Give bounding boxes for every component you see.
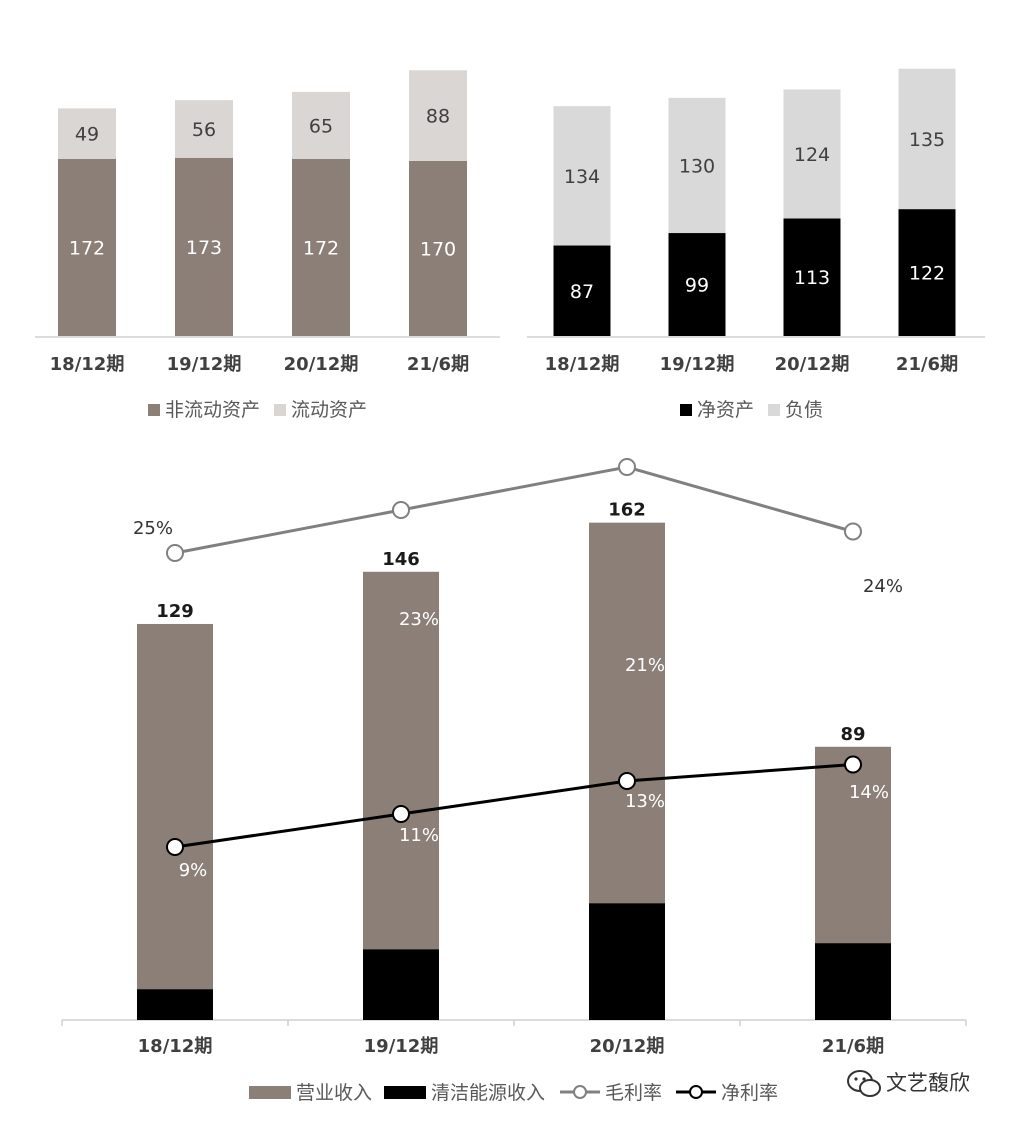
bar-净资产-3 [898,209,956,336]
legend-marker [573,1085,587,1099]
gross-margin-label: 23% [399,609,439,630]
net-margin-label: 13% [625,791,665,812]
legend-swatch [768,404,780,416]
bar-流动资产-1 [175,100,233,158]
tick-label: 20/12期 [775,354,850,375]
data-label: 124 [794,144,830,166]
tick-label: 18/12期 [138,1036,213,1057]
data-label: 134 [564,166,600,188]
net-margin-point [166,838,184,856]
watermark: 文艺馥欣 [847,1070,970,1097]
legend-entry: 净资产 [697,399,754,421]
bar-净资产-1 [668,233,726,336]
bar-净资产-0 [553,245,611,336]
legend-swatch [274,404,286,416]
bar-clean-energy-1 [363,949,439,1020]
legend-marker [689,1085,703,1099]
bar-revenue-1 [363,571,439,1020]
bar-非流动资产-0 [58,158,116,336]
bar-负债-0 [553,106,611,246]
legend-entry: 非流动资产 [165,399,260,421]
data-label: 65 [309,115,333,137]
bar-流动资产-0 [58,108,116,159]
net-margin-label: 11% [399,825,439,846]
legend-entry: 流动资产 [291,399,367,421]
data-label: 113 [794,267,830,289]
data-label: 172 [303,237,339,259]
bar-负债-1 [668,97,726,234]
gross-margin-label: 25% [133,518,173,539]
gross-margin-point [618,458,636,476]
bar-流动资产-2 [292,91,350,159]
data-label: 122 [909,263,945,285]
total-label: 89 [840,724,865,745]
net-margin-point [618,772,636,790]
net-margin-point [844,755,862,774]
total-label: 129 [156,601,194,622]
gross-margin-point [844,522,862,541]
legend-swatch [384,1086,426,1099]
bar-非流动资产-1 [175,157,233,336]
tick-label: 19/12期 [167,354,242,375]
tick-label: 18/12期 [50,354,125,375]
data-label: 172 [69,237,105,259]
wechat-icon [847,1070,881,1097]
net-margin-point [392,805,410,823]
watermark-text: 文艺馥欣 [886,1071,970,1095]
legend-entry: 负债 [785,399,823,421]
data-label: 87 [570,281,594,303]
tick-label: 18/12期 [545,354,620,375]
bar-clean-energy-0 [137,989,213,1020]
total-label: 162 [608,500,646,521]
legend-entry: 营业收入 [296,1082,372,1104]
legend-swatch [249,1086,291,1099]
tick-label: 21/6期 [407,354,469,375]
data-label: 173 [186,237,222,259]
legend-swatch [148,404,160,416]
data-label: 49 [75,124,99,146]
legend-entry: 毛利率 [605,1082,662,1104]
tick-label: 19/12期 [364,1036,439,1057]
asset-structure-chart: 172 49 18/12期 173 56 19/12期 172 65 20/12期 170 88 21… [35,70,500,421]
legend-swatch [680,404,692,416]
tick-label: 21/6期 [896,354,958,375]
total-label: 146 [382,549,420,570]
data-label: 170 [420,238,456,260]
revenue-margin-chart: 129 18/12期 146 19/12期 162 20/12期 89 21/6期 25% 23%… [61,458,967,1104]
tick-label: 20/12期 [284,354,359,375]
bar-净资产-2 [783,218,841,336]
data-label: 135 [909,129,945,151]
data-label: 88 [426,106,450,128]
bar-非流动资产-2 [292,158,350,336]
bar-负债-2 [783,89,841,219]
gross-margin-point [392,501,410,519]
tick-label: 20/12期 [590,1036,665,1057]
bar-clean-energy-3 [815,943,891,1020]
tick-label: 21/6期 [822,1036,884,1057]
net-margin-label: 14% [849,782,889,803]
data-label: 56 [192,119,216,141]
gross-margin-label: 21% [625,655,665,676]
tick-label: 19/12期 [660,354,735,375]
bar-revenue-0 [137,623,213,1020]
legend-entry: 净利率 [721,1082,778,1104]
gross-margin-line [174,465,854,555]
bar-流动资产-3 [409,70,467,161]
bar-负债-3 [898,68,956,210]
data-label: 99 [685,275,709,297]
net-margin-line [174,763,854,849]
capital-structure-chart: 87 134 18/12期 99 130 19/12期 113 124 20/12期 122 135… [527,68,985,421]
gross-margin-point [166,544,184,562]
legend-entry: 清洁能源收入 [431,1082,545,1104]
bar-clean-energy-2 [589,903,665,1020]
data-label: 130 [679,155,715,177]
gross-margin-label: 24% [863,576,903,597]
net-margin-label: 9% [179,860,208,881]
bar-非流动资产-3 [409,160,467,336]
